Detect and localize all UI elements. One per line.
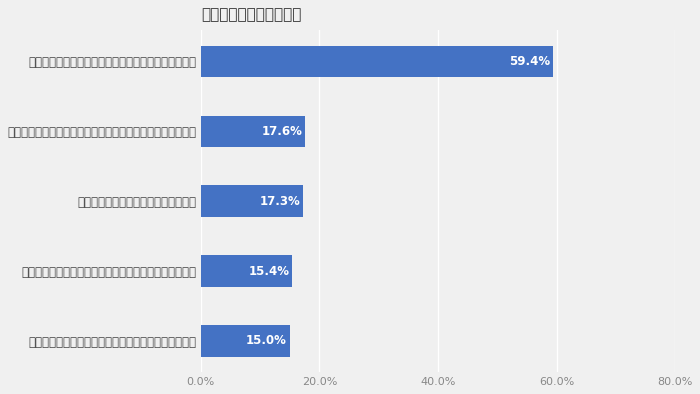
Bar — [201, 325, 290, 357]
Text: 15.0%: 15.0% — [246, 335, 287, 348]
Bar — [201, 186, 303, 217]
Bar — [201, 46, 553, 77]
Text: 59.4%: 59.4% — [509, 55, 550, 68]
Bar — [201, 115, 305, 147]
Text: 介護離職を選択した理由: 介護離職を選択した理由 — [201, 7, 301, 22]
Bar — [201, 255, 292, 287]
Text: 15.4%: 15.4% — [248, 264, 289, 277]
Text: 17.6%: 17.6% — [261, 125, 302, 138]
Text: 17.3%: 17.3% — [260, 195, 300, 208]
